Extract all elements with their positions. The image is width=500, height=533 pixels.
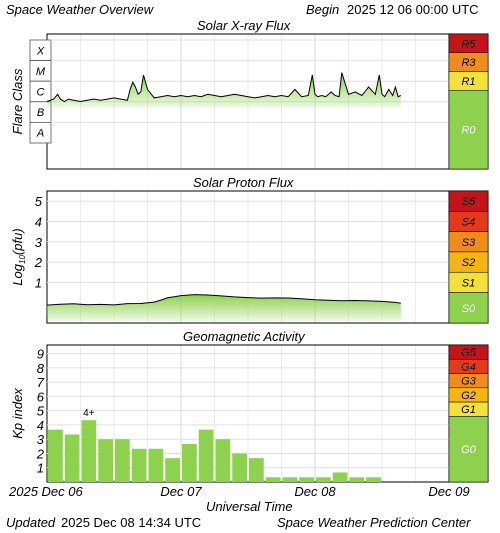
x-tick-label: Dec 08 [294,484,336,499]
class-label-m: M [36,66,46,78]
kp-frame [46,344,489,483]
kp-border [46,344,489,483]
kp-bar [232,453,247,482]
kp-bar [316,477,331,482]
xray-title: Solar X-ray Flux [197,18,291,33]
class-label-a: A [36,128,44,140]
page-title: Space Weather Overview [6,2,154,17]
kp-scale-label-g0: G0 [461,444,477,456]
proton-flux-line [46,294,401,306]
kp-scale-label-g3: G3 [461,376,477,388]
updated-value: 2025 Dec 08 14:34 UTC [61,515,202,530]
updated-label: Updated [6,515,56,530]
kp-bar [349,477,365,482]
class-box-a [29,122,52,144]
kp-bar [282,477,298,482]
proton-ylabel-main: Log [10,263,25,285]
kp-scale-label-g4: G4 [461,361,476,373]
class-label-c: C [37,87,45,99]
x-tick-label: 2025 Dec 06 [8,484,83,499]
kp-scale-label-g1: G1 [461,404,476,416]
kp-bar [299,477,314,482]
kp-tick-label: 3 [37,432,45,447]
kp-bar [148,448,164,482]
begin-label: Begin [306,2,340,17]
kp-bar [249,458,264,482]
proton-ylabel-sub: 10 [18,255,27,264]
kp-bar [198,429,214,482]
proton-scale-label-s3: S3 [462,237,476,249]
xray-flux-line [46,72,402,103]
kp-bar [366,477,381,482]
x-tick-label: Dec 09 [428,484,469,499]
xray-scale-label-r0: R0 [461,125,476,137]
proton-tick-label: 4 [35,214,42,229]
proton-tick-label: 3 [35,235,43,250]
kp-tick-label: 2 [36,446,45,461]
kp-bar [81,420,97,482]
proton-scale-label-s1: S1 [462,277,475,289]
proton-scale-label-s2: S2 [462,257,475,269]
proton-tick-label: 5 [35,194,43,209]
proton-scale: S5 S4 S3 S2 S1 S0 [448,190,489,324]
credit-label: Space Weather Prediction Center [277,515,471,530]
xray-scale-label-r5: R5 [461,38,476,50]
proton-scale-band-s0 [448,292,489,324]
class-label-x: X [36,45,45,57]
kp-bar [64,434,80,482]
proton-ylabel-rest: (pfu) [10,228,25,255]
x-axis: 2025 Dec 06 Dec 07 Dec 08 Dec 09 [8,484,470,499]
kp-tick-label: 6 [37,389,45,404]
kp-bar [48,429,63,482]
begin-value: 2025 12 06 00:00 UTC [347,2,479,17]
kp-tick-label: 9 [37,347,44,362]
xray-scale-label-r3: R3 [461,57,476,69]
proton-y-axis-label: Log10(pfu) [10,228,27,285]
kp-tick-label: 5 [37,404,45,419]
kp-bar [165,458,180,482]
kp-bar [115,439,130,482]
x-axis-title: Universal Time [206,499,293,514]
kp-bars: 4+ [48,408,381,482]
proton-title: Solar Proton Flux [193,175,294,190]
class-label-b: B [37,107,44,119]
kp-bar [98,439,113,482]
kp-bar [332,472,348,482]
x-tick-label: Dec 07 [160,484,202,499]
kp-bar [182,443,197,482]
kp-scale-band-g0 [448,416,489,483]
proton-scale-label-s0: S0 [462,303,476,315]
kp-bar [131,448,147,482]
proton-flux-area [47,294,401,321]
kp-y-axis-label: Kp index [10,388,25,439]
kp-scale-label-g2: G2 [461,390,476,402]
proton-y-axis: 1 2 3 4 5 Log10(pfu) [10,194,449,290]
kp-bar [265,477,281,482]
geomag-title: Geomagnetic Activity [183,329,305,344]
xray-y-axis-label: Flare Class [10,68,25,134]
kp-tick-label: 1 [37,461,44,476]
kp-scale-label-g5: G5 [461,347,477,359]
xray-scale: R5 R3 R1 R0 [448,33,489,170]
kp-tick-label: 4 [37,418,44,433]
proton-tick-label: 2 [34,255,43,270]
xray-flux-area [47,72,401,108]
xray-scale-band-r0 [448,90,489,170]
kp-tick-label: 7 [37,375,45,390]
proton-scale-label-s4: S4 [462,216,475,228]
kp-tick-label: 8 [37,361,45,376]
kp-scale: G5 G4 G3 G2 G1 G0 [448,344,489,483]
kp-annotation: 4+ [83,408,95,419]
kp-bar [215,439,231,482]
proton-scale-label-s5: S5 [462,196,476,208]
proton-tick-label: 1 [35,275,42,290]
xray-scale-label-r1: R1 [461,76,475,88]
